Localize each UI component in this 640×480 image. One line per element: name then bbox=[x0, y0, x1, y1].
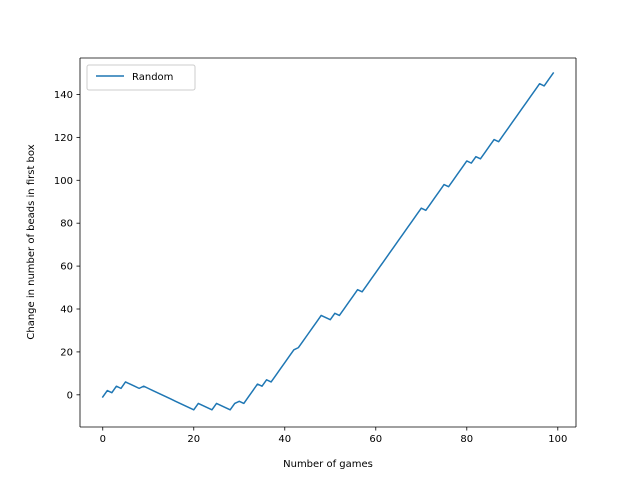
y-tick-label: 20 bbox=[60, 347, 73, 358]
axis-ticks: 0 20 40 60 80 100 0 20 40 60 80 100 120 140 bbox=[54, 90, 567, 445]
legend: Random bbox=[86, 64, 196, 91]
y-tick-label: 0 bbox=[67, 390, 73, 401]
y-tick-label: 100 bbox=[54, 176, 73, 187]
x-tick-label: 100 bbox=[548, 434, 567, 445]
series-line-random bbox=[101, 71, 555, 411]
x-tick-label: 60 bbox=[369, 434, 382, 445]
legend-label-random: Random bbox=[132, 72, 173, 83]
axes-frame bbox=[79, 57, 577, 428]
x-tick-label: 20 bbox=[187, 434, 200, 445]
plot-area bbox=[80, 58, 576, 427]
x-tick-label: 0 bbox=[100, 434, 106, 445]
y-tick-label: 80 bbox=[60, 219, 73, 230]
x-tick-label: 40 bbox=[278, 434, 291, 445]
legend-box bbox=[86, 64, 196, 91]
x-tick-label: 80 bbox=[460, 434, 473, 445]
y-tick-label: 140 bbox=[54, 90, 73, 101]
x-axis-label: Number of games bbox=[283, 459, 373, 470]
y-tick-label: 40 bbox=[60, 305, 73, 316]
y-tick-label: 60 bbox=[60, 262, 73, 273]
y-axis-label: Change in number of beads in first box bbox=[26, 144, 37, 339]
y-tick-label: 120 bbox=[54, 133, 73, 144]
